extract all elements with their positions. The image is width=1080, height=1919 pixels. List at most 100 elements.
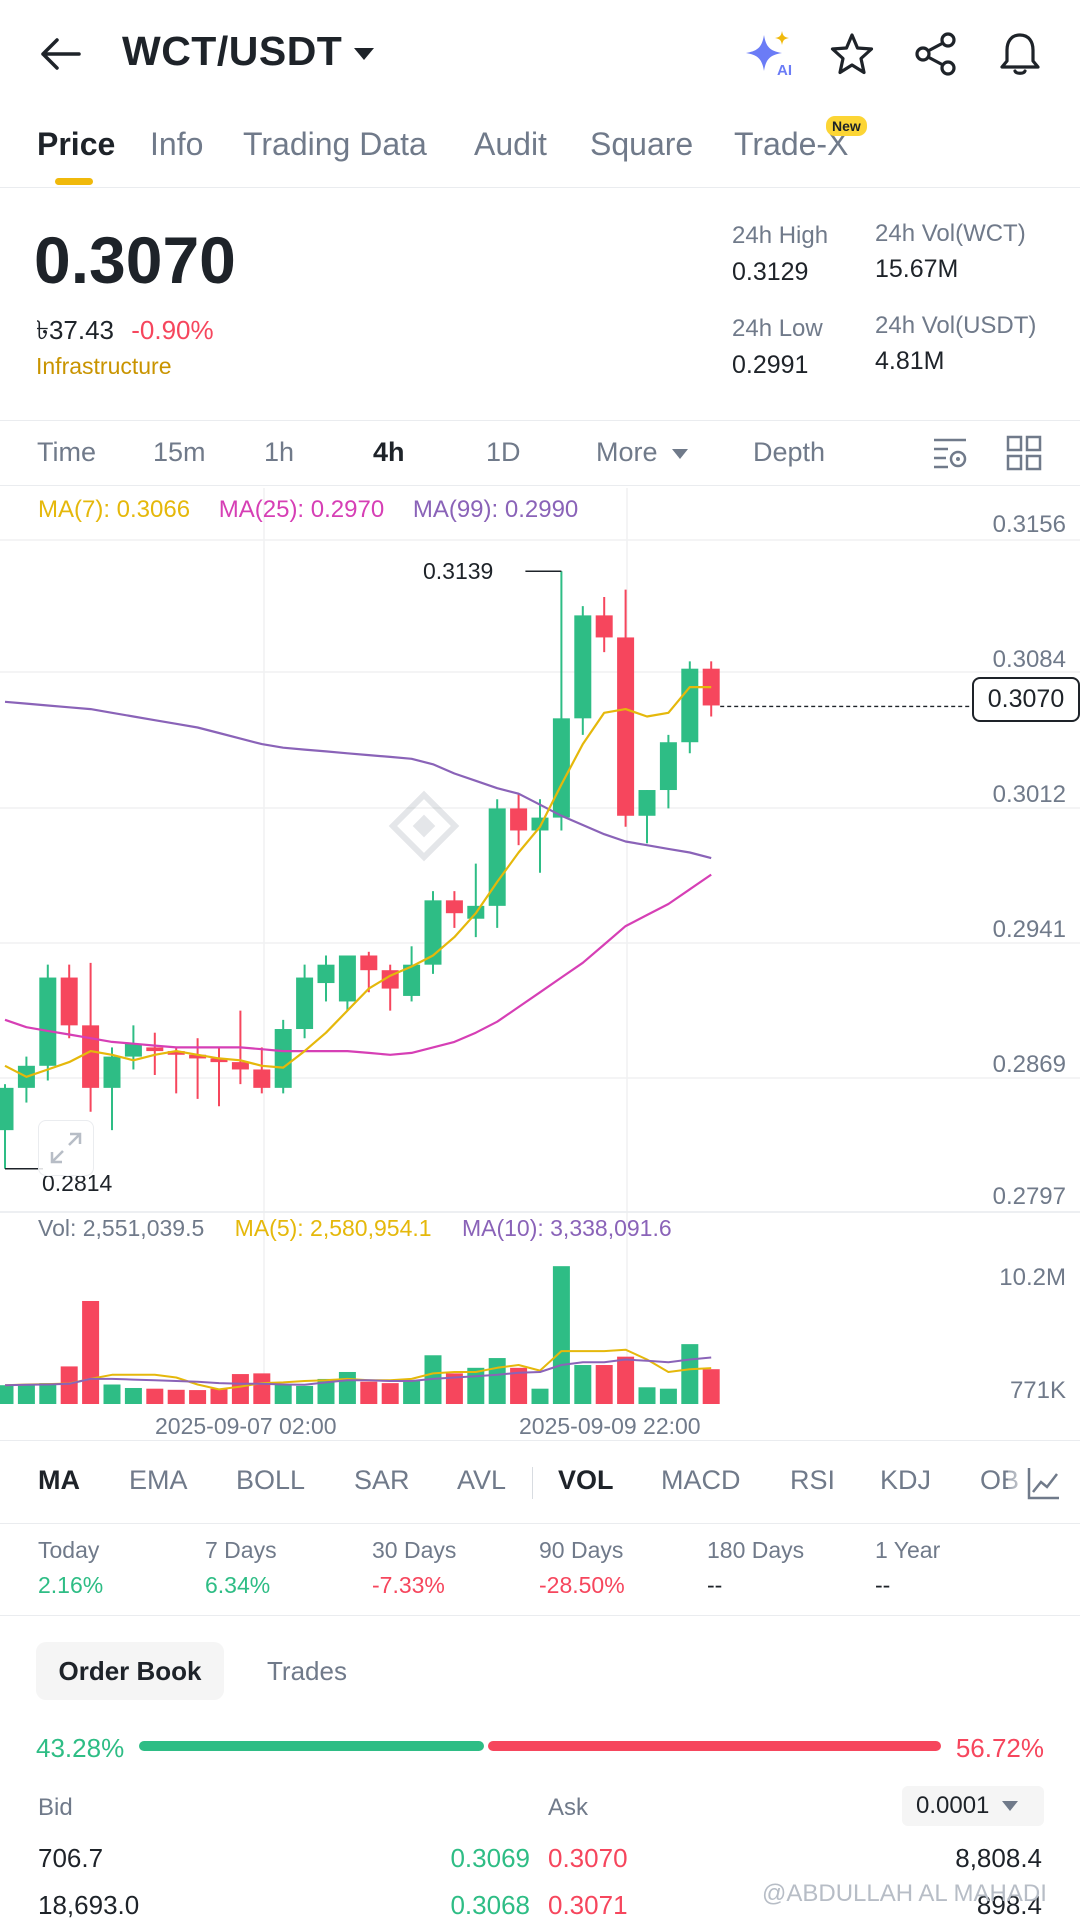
ask-price[interactable]: 0.3071 — [548, 1890, 628, 1919]
volume-bar — [445, 1373, 463, 1404]
volume-bar — [488, 1358, 506, 1404]
indicator-macd[interactable]: MACD — [661, 1465, 741, 1495]
bid-qty[interactable]: 18,693.0 — [38, 1890, 140, 1919]
volume-bar — [253, 1373, 271, 1404]
candle-body — [681, 668, 699, 743]
candle-body — [595, 615, 613, 638]
interval-1d[interactable]: 1D — [486, 437, 521, 467]
pair-title[interactable]: WCT/USDT — [122, 28, 342, 75]
vol-usdt-label: 24h Vol(USDT) — [875, 312, 1037, 339]
tab-order-book[interactable]: Order Book — [36, 1642, 224, 1700]
price-tick-2: 0.3084 — [992, 646, 1066, 673]
back-arrow-icon[interactable] — [30, 24, 90, 84]
vol-ma5: MA(5): 2,580,954.1 — [234, 1215, 432, 1241]
tab-trading-data[interactable]: Trading Data — [243, 126, 427, 162]
chevron-down-icon[interactable] — [352, 46, 376, 67]
candle-body — [403, 964, 421, 996]
perf-1y-label: 1 Year — [875, 1537, 941, 1563]
vol-ma10: MA(10): 3,338,091.6 — [461, 1215, 672, 1241]
candle-body — [296, 977, 314, 1030]
chart-settings-icon[interactable] — [932, 435, 968, 476]
indicator-sar[interactable]: SAR — [354, 1465, 410, 1495]
active-tab-indicator — [55, 178, 93, 185]
perf-90d-value: -28.50% — [539, 1572, 625, 1598]
bid-qty[interactable]: 706.7 — [38, 1843, 104, 1873]
volume-ma10-line — [4, 1356, 712, 1387]
candlestick-chart[interactable] — [0, 480, 1080, 1420]
brand-watermark — [388, 790, 460, 862]
perf-30d-label: 30 Days — [372, 1537, 457, 1563]
svg-text:AI: AI — [777, 62, 792, 79]
pair-title-text: WCT/USDT — [122, 28, 343, 74]
tab-price[interactable]: Price — [37, 126, 116, 162]
interval-time[interactable]: Time — [37, 437, 96, 467]
indicator-kdj[interactable]: KDJ — [880, 1465, 932, 1495]
new-badge: New — [826, 116, 867, 136]
high-label: 24h High — [732, 222, 829, 249]
volume-bar — [574, 1365, 592, 1404]
interval-more-label: More — [596, 437, 658, 467]
tab-square[interactable]: Square — [590, 126, 694, 162]
ai-sparkle-icon[interactable]: AI — [740, 24, 800, 84]
bell-icon[interactable] — [990, 24, 1050, 84]
sector-tag[interactable]: Infrastructure — [36, 353, 172, 379]
indicator-avl[interactable]: AVL — [457, 1465, 507, 1495]
interval-15m[interactable]: 15m — [153, 437, 206, 467]
vol-usdt-value: 4.81M — [875, 347, 945, 375]
bid-ratio-bar — [139, 1741, 484, 1751]
expand-chart-icon[interactable] — [38, 1120, 94, 1176]
volume-bar — [103, 1384, 121, 1404]
candle — [167, 1047, 185, 1094]
share-icon[interactable] — [906, 24, 966, 84]
ma25-line — [4, 873, 712, 1056]
vol-wct-label: 24h Vol(WCT) — [875, 220, 1026, 247]
candle-body — [552, 718, 570, 818]
ask-qty[interactable]: 898.4 — [976, 1890, 1042, 1919]
tab-audit[interactable]: Audit — [474, 126, 547, 162]
bid-price[interactable]: 0.3069 — [450, 1843, 530, 1873]
volume-bar — [296, 1385, 314, 1404]
candle-body — [274, 1029, 292, 1088]
indicator-settings-icon[interactable] — [1008, 1441, 1080, 1523]
interval-1h[interactable]: 1h — [264, 437, 295, 467]
ask-price[interactable]: 0.3070 — [548, 1843, 628, 1873]
ma-legend: MA(7): 0.3066 MA(25): 0.2970 MA(99): 0.2… — [38, 496, 600, 524]
volume-bar — [189, 1390, 207, 1404]
candle — [424, 891, 442, 974]
volume-bar — [403, 1380, 421, 1404]
interval-depth[interactable]: Depth — [753, 437, 826, 467]
candle-body — [510, 808, 528, 831]
tab-info[interactable]: Info — [150, 126, 204, 162]
volume-bar — [510, 1367, 528, 1404]
precision-select[interactable]: 0.0001 — [902, 1786, 1044, 1826]
candle — [531, 799, 549, 873]
perf-90d-label: 90 Days — [539, 1537, 624, 1563]
indicator-boll[interactable]: BOLL — [236, 1465, 306, 1495]
layout-grid-icon[interactable] — [1006, 435, 1042, 476]
bid-price[interactable]: 0.3068 — [450, 1890, 530, 1919]
ask-qty[interactable]: 8,808.4 — [955, 1843, 1042, 1873]
indicator-vol[interactable]: VOL — [558, 1465, 614, 1495]
candle — [510, 793, 528, 846]
date-tick-2: 2025-09-09 22:00 — [519, 1413, 701, 1439]
candle-body — [574, 615, 592, 719]
fiat-price-row: ৳37.43 -0.90% — [36, 310, 214, 354]
candle — [317, 955, 335, 1002]
precision-chevron-icon — [1002, 1801, 1019, 1811]
interval-4h[interactable]: 4h — [373, 437, 405, 467]
current-price-tag[interactable]: 0.3070 — [972, 677, 1080, 722]
star-icon[interactable] — [822, 24, 882, 84]
ask-ratio: 56.72% — [955, 1733, 1044, 1763]
interval-more[interactable]: More — [596, 437, 689, 468]
indicator-rsi[interactable]: RSI — [790, 1465, 836, 1495]
volume-bar — [552, 1266, 570, 1404]
indicator-ema[interactable]: EMA — [129, 1465, 188, 1495]
ask-header: Ask — [548, 1794, 589, 1821]
indicator-ma[interactable]: MA — [38, 1465, 80, 1495]
candle-body — [445, 900, 463, 914]
candle-body — [424, 900, 442, 965]
candle — [488, 799, 506, 928]
tab-trades[interactable]: Trades — [267, 1655, 347, 1686]
candle-body — [167, 1051, 185, 1055]
volume-legend: Vol: 2,551,039.5 MA(5): 2,580,954.1 MA(1… — [38, 1215, 696, 1242]
